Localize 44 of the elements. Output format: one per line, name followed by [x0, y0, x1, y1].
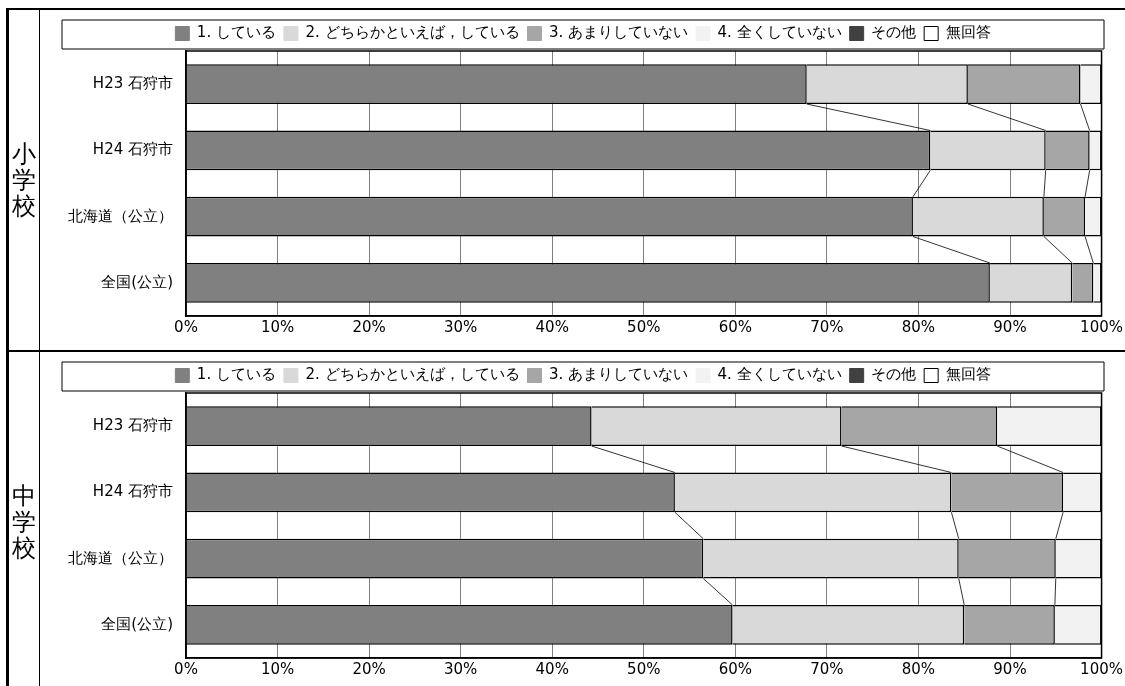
- x-tick-label: 0%: [174, 317, 198, 336]
- legend-label: その他: [871, 365, 917, 384]
- x-tick-label: 40%: [535, 659, 569, 678]
- x-tick-label: 100%: [1080, 317, 1123, 336]
- x-tick-label: 80%: [901, 659, 936, 678]
- x-tick-label: 80%: [901, 317, 936, 336]
- x-tick-label: 50%: [627, 659, 661, 678]
- y-tick-label: 北海道（公立）: [68, 548, 173, 567]
- legend-label: その他: [871, 23, 917, 42]
- x-tick-label: 20%: [352, 317, 386, 336]
- legend-label: 無回答: [945, 23, 991, 42]
- legend-label: 4. 全くしていない: [717, 365, 842, 384]
- text: 中学校: [9, 352, 40, 686]
- y-tick-label: 全国(公立): [101, 272, 173, 291]
- text: 小学校: [9, 10, 40, 350]
- legend-label: 2. どちらかといえば，している: [305, 23, 520, 42]
- legend-label: 2. どちらかといえば，している: [305, 365, 520, 384]
- y-tick-label: H23 石狩市: [92, 74, 173, 93]
- y-tick-label: H23 石狩市: [92, 416, 173, 435]
- x-tick-label: 10%: [260, 659, 295, 678]
- x-tick-label: 60%: [718, 659, 753, 678]
- x-tick-label: 40%: [535, 317, 569, 336]
- y-tick-label: 全国(公立): [101, 614, 173, 633]
- x-tick-label: 90%: [993, 317, 1027, 336]
- y-tick-label: H24 石狩市: [92, 140, 173, 159]
- x-tick-label: 100%: [1080, 659, 1123, 678]
- x-tick-label: 30%: [444, 317, 478, 336]
- y-tick-label: 北海道（公立）: [68, 206, 173, 225]
- x-tick-label: 70%: [810, 659, 844, 678]
- x-tick-label: 90%: [993, 659, 1027, 678]
- x-tick-label: 30%: [444, 659, 478, 678]
- x-tick-label: 60%: [718, 317, 753, 336]
- x-tick-label: 70%: [810, 317, 844, 336]
- legend-label: 3. あまりしていない: [549, 23, 689, 42]
- legend-label: 1. している: [196, 365, 276, 384]
- legend-label: 4. 全くしていない: [717, 23, 842, 42]
- legend-label: 1. している: [196, 23, 276, 42]
- y-tick-label: H24 石狩市: [92, 482, 173, 501]
- x-tick-label: 10%: [260, 317, 295, 336]
- x-tick-label: 50%: [627, 317, 661, 336]
- x-tick-label: 0%: [174, 659, 198, 678]
- legend-label: 無回答: [945, 365, 991, 384]
- x-tick-label: 20%: [352, 659, 386, 678]
- legend-label: 3. あまりしていない: [549, 365, 689, 384]
